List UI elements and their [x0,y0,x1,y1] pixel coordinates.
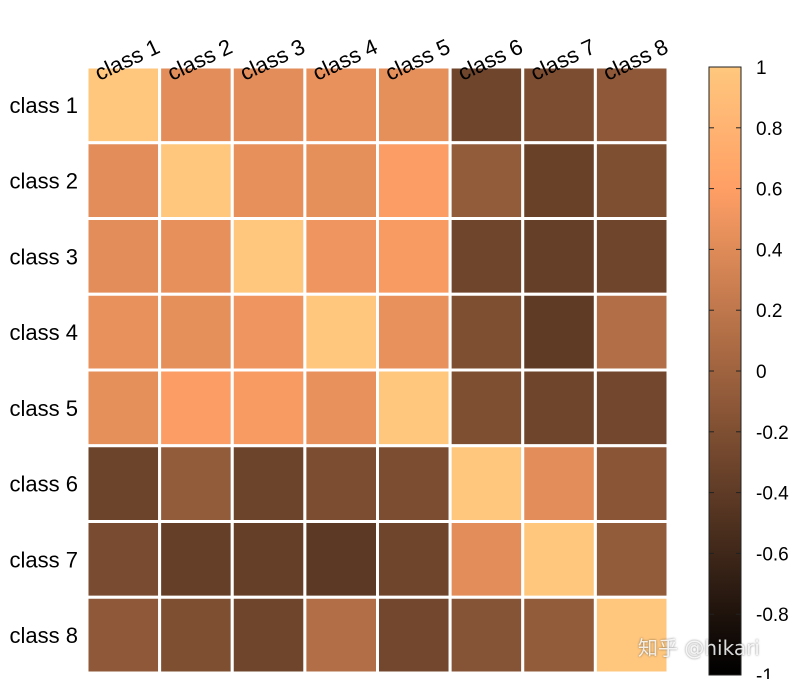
colorbar [708,66,742,676]
heatmap-cell [376,595,452,675]
colorbar-tick-label: 0.8 [756,119,782,140]
heatmap-cell [521,595,597,675]
heatmap-cell [521,444,597,523]
y-tick-label: class 4 [10,320,78,345]
heatmap-cell [593,368,670,448]
colorbar-tick-label: -1 [756,666,773,679]
heatmap-cell [448,595,525,675]
colorbar-tick-label: -0.6 [756,544,789,565]
heatmap-cell [230,217,307,296]
heatmap-cell [376,520,452,599]
colorbar-tick-label: 0.4 [756,240,783,261]
heatmap-cell [303,292,379,372]
heatmap-cell [448,217,525,296]
watermark: 知乎 @hikari [638,636,760,660]
colorbar-tick-label: 0.2 [756,301,782,322]
heatmap-cell [593,520,670,599]
heatmap-cell [158,520,234,599]
heatmap-cell [448,292,525,372]
heatmap-cell [521,217,597,296]
heatmap-cell [85,217,162,296]
colorbar-tick-label: 1 [756,58,767,79]
colorbar-tick-label: 0.6 [756,180,782,201]
heatmap-cell [593,65,670,145]
heatmap-cell [230,141,307,220]
heatmap-cell [230,292,307,372]
heatmap-cell [448,141,525,220]
heatmap-cell [303,595,379,675]
heatmap-cell [158,595,234,675]
heatmap-cell [85,292,162,372]
heatmap-cell [448,520,525,599]
heatmap-cell [85,520,162,599]
heatmap-cell [521,141,597,220]
heatmap-cell [230,520,307,599]
heatmap-cell [593,444,670,523]
heatmap-cell [85,444,162,523]
heatmap-cell [448,444,525,523]
heatmap-cell [85,368,162,448]
heatmap-cell [376,217,452,296]
heatmap-cell [521,520,597,599]
heatmap-cell [303,217,379,296]
heatmap-cell [158,368,234,448]
heatmap-cell [593,292,670,372]
heatmap-cell [593,595,670,675]
heatmap-cell [230,444,307,523]
y-tick-label: class 2 [10,169,78,194]
heatmap-cell [376,292,452,372]
heatmap-cell [158,292,234,372]
colorbar-tick-label: -0.4 [756,484,789,505]
y-tick-label: class 5 [10,396,78,421]
heatmap-cell [521,368,597,448]
heatmap-cell [303,141,379,220]
heatmap-cell [303,520,379,599]
heatmap-cell [448,368,525,448]
heatmap-cell [158,141,234,220]
heatmap-cell [376,141,452,220]
heatmap-cell [376,444,452,523]
heatmap-cell [85,141,162,220]
y-tick-label: class 6 [10,472,78,497]
heatmap-cell [158,444,234,523]
heatmap-cell [158,217,234,296]
heatmap-cell [376,368,452,448]
colorbar-tick-label: -0.2 [756,423,789,444]
heatmap-cell [521,292,597,372]
heatmap-cell [448,65,525,145]
y-tick-label: class 1 [10,93,78,118]
y-tick-label: class 7 [10,547,78,572]
heatmap-cell [85,595,162,675]
colorbar-tick-label: 0 [756,362,767,383]
colorbar-tick-label: -0.8 [756,605,789,626]
heatmap-cell [593,217,670,296]
y-tick-label: class 3 [10,244,78,269]
heatmap-cell [593,141,670,220]
heatmap-cell [303,444,379,523]
heatmap-cell [230,595,307,675]
heatmap-cell [230,368,307,448]
y-tick-label: class 8 [10,623,78,648]
heatmap-cell [303,368,379,448]
